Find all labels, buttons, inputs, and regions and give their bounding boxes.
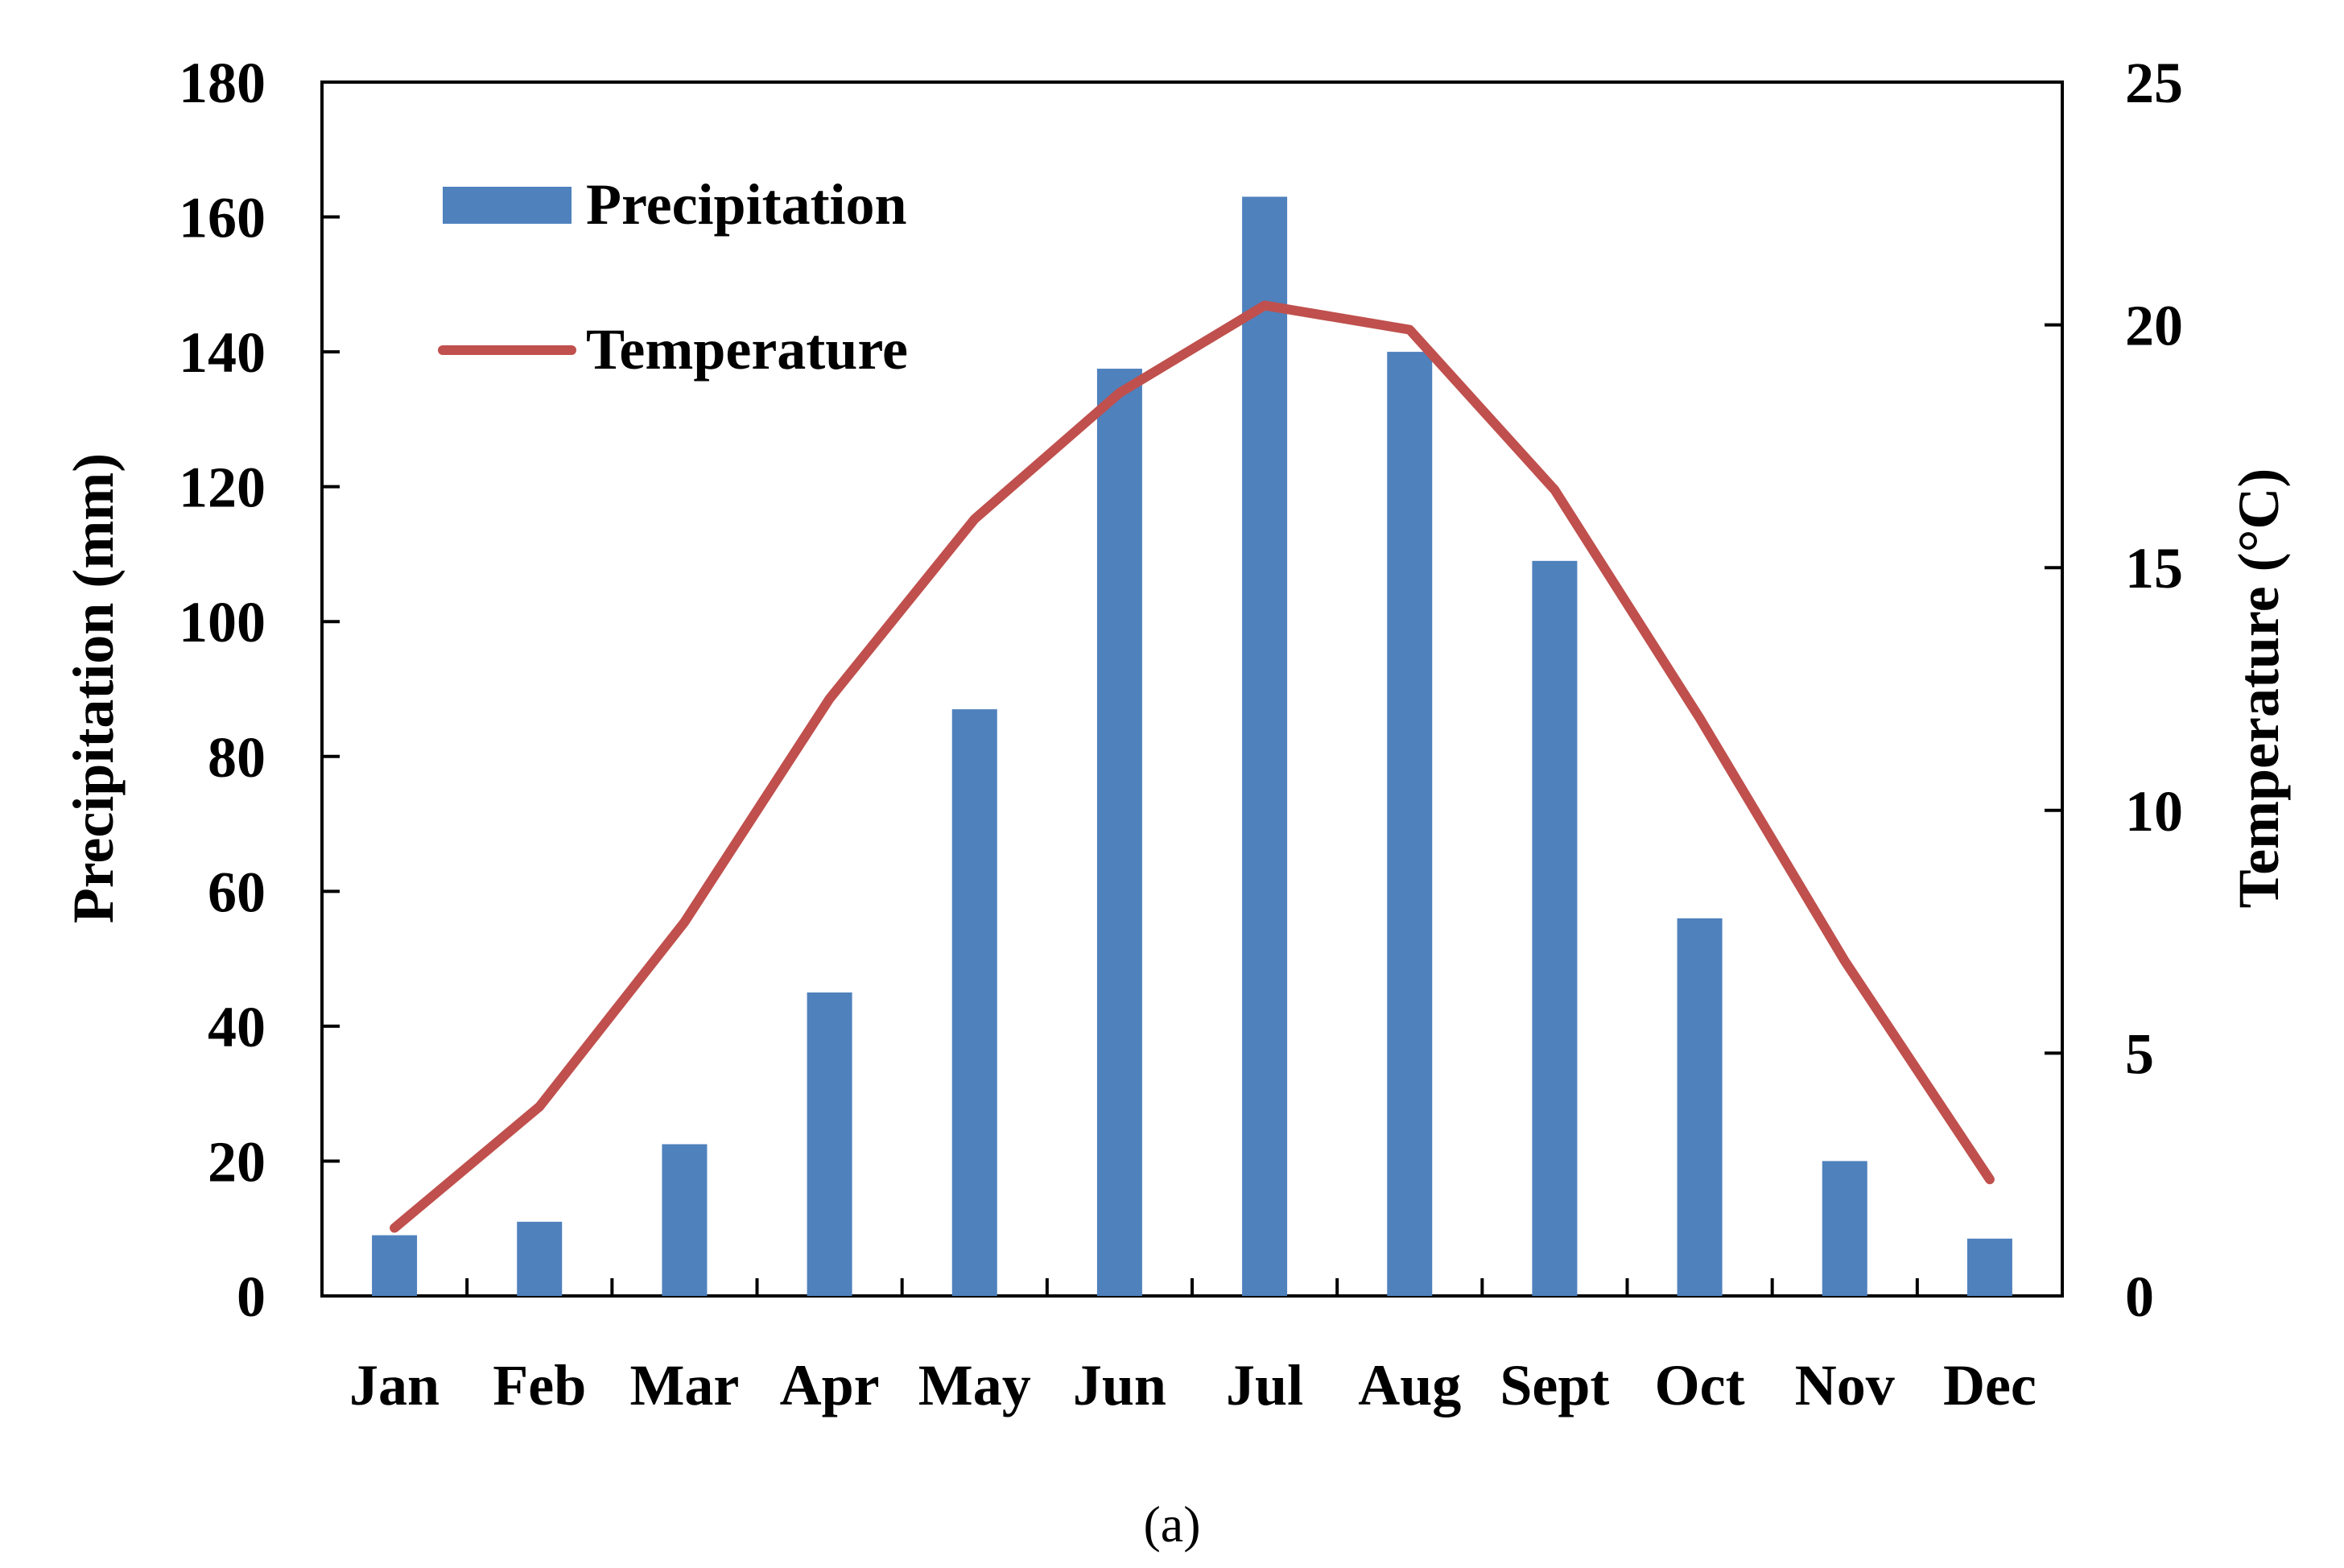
y-tick-label-180: 180 (179, 51, 266, 115)
y-tick-label-100: 100 (179, 590, 266, 654)
y2-tick-label-20: 20 (2125, 294, 2183, 358)
y-tick-label-160: 160 (179, 186, 266, 250)
legend-swatch-precipitation (443, 187, 572, 224)
legend-label-precipitation: Precipitation (586, 172, 907, 237)
precipitation-bar-apr (807, 992, 852, 1296)
x-tick-label-aug: Aug (1358, 1353, 1461, 1417)
y-tick-label-120: 120 (179, 456, 266, 520)
y2-tick-label-10: 10 (2125, 779, 2183, 844)
x-tick-label-may: May (918, 1353, 1031, 1417)
x-tick-label-nov: Nov (1795, 1353, 1895, 1417)
y2-axis-title: Temperature (°C) (2226, 468, 2291, 909)
precipitation-bar-jan (372, 1235, 418, 1296)
y-tick-label-80: 80 (208, 725, 266, 790)
legend: Precipitation Temperature (438, 172, 908, 382)
precipitation-bar-jul (1242, 196, 1288, 1296)
temperature-line (390, 300, 1995, 1233)
precipitation-bar-aug (1387, 352, 1433, 1297)
y-tick-label-0: 0 (237, 1265, 266, 1329)
x-tick-label-apr: Apr (780, 1353, 880, 1417)
precipitation-bar-oct (1677, 918, 1723, 1296)
precipitation-bar-dec (1966, 1238, 2012, 1296)
panel-label: (a) (1143, 1496, 1200, 1553)
precipitation-bar-may (951, 709, 997, 1296)
y2-tick-label-15: 15 (2125, 536, 2183, 600)
y-tick-label-140: 140 (179, 320, 266, 385)
precipitation-bars (372, 196, 2012, 1297)
x-tick-label-jun: Jun (1073, 1353, 1166, 1417)
y-tick-label-60: 60 (208, 860, 266, 924)
legend-label-temperature: Temperature (586, 317, 908, 382)
x-tick-label-jan: Jan (349, 1353, 440, 1417)
tick-labels: 0 20 40 60 80 100 120 140 160 180 0 5 10 15 20 25 Jan Feb… (179, 51, 2183, 1417)
precipitation-bar-sept (1532, 560, 1578, 1296)
x-tick-label-jul: Jul (1226, 1353, 1303, 1417)
y2-tick-label-0: 0 (2125, 1265, 2154, 1329)
x-tick-label-feb: Feb (493, 1353, 586, 1417)
temperature-line-group (390, 300, 1995, 1233)
y-tick-label-40: 40 (208, 995, 266, 1059)
precipitation-bar-jun (1096, 369, 1142, 1296)
axis-ticks (322, 80, 2062, 1298)
precipitation-bar-feb (517, 1221, 563, 1296)
x-tick-label-dec: Dec (1943, 1353, 2037, 1417)
y2-tick-label-5: 5 (2125, 1021, 2154, 1086)
precipitation-bar-nov (1822, 1161, 1867, 1296)
y-axis-title: Precipitation (mm) (61, 453, 126, 924)
y2-tick-label-25: 25 (2125, 51, 2183, 115)
precipitation-bar-mar (662, 1144, 708, 1296)
x-tick-label-oct: Oct (1655, 1353, 1745, 1417)
x-tick-label-mar: Mar (629, 1353, 739, 1417)
y-tick-label-20: 20 (208, 1129, 266, 1194)
x-tick-label-sept: Sept (1500, 1353, 1609, 1417)
